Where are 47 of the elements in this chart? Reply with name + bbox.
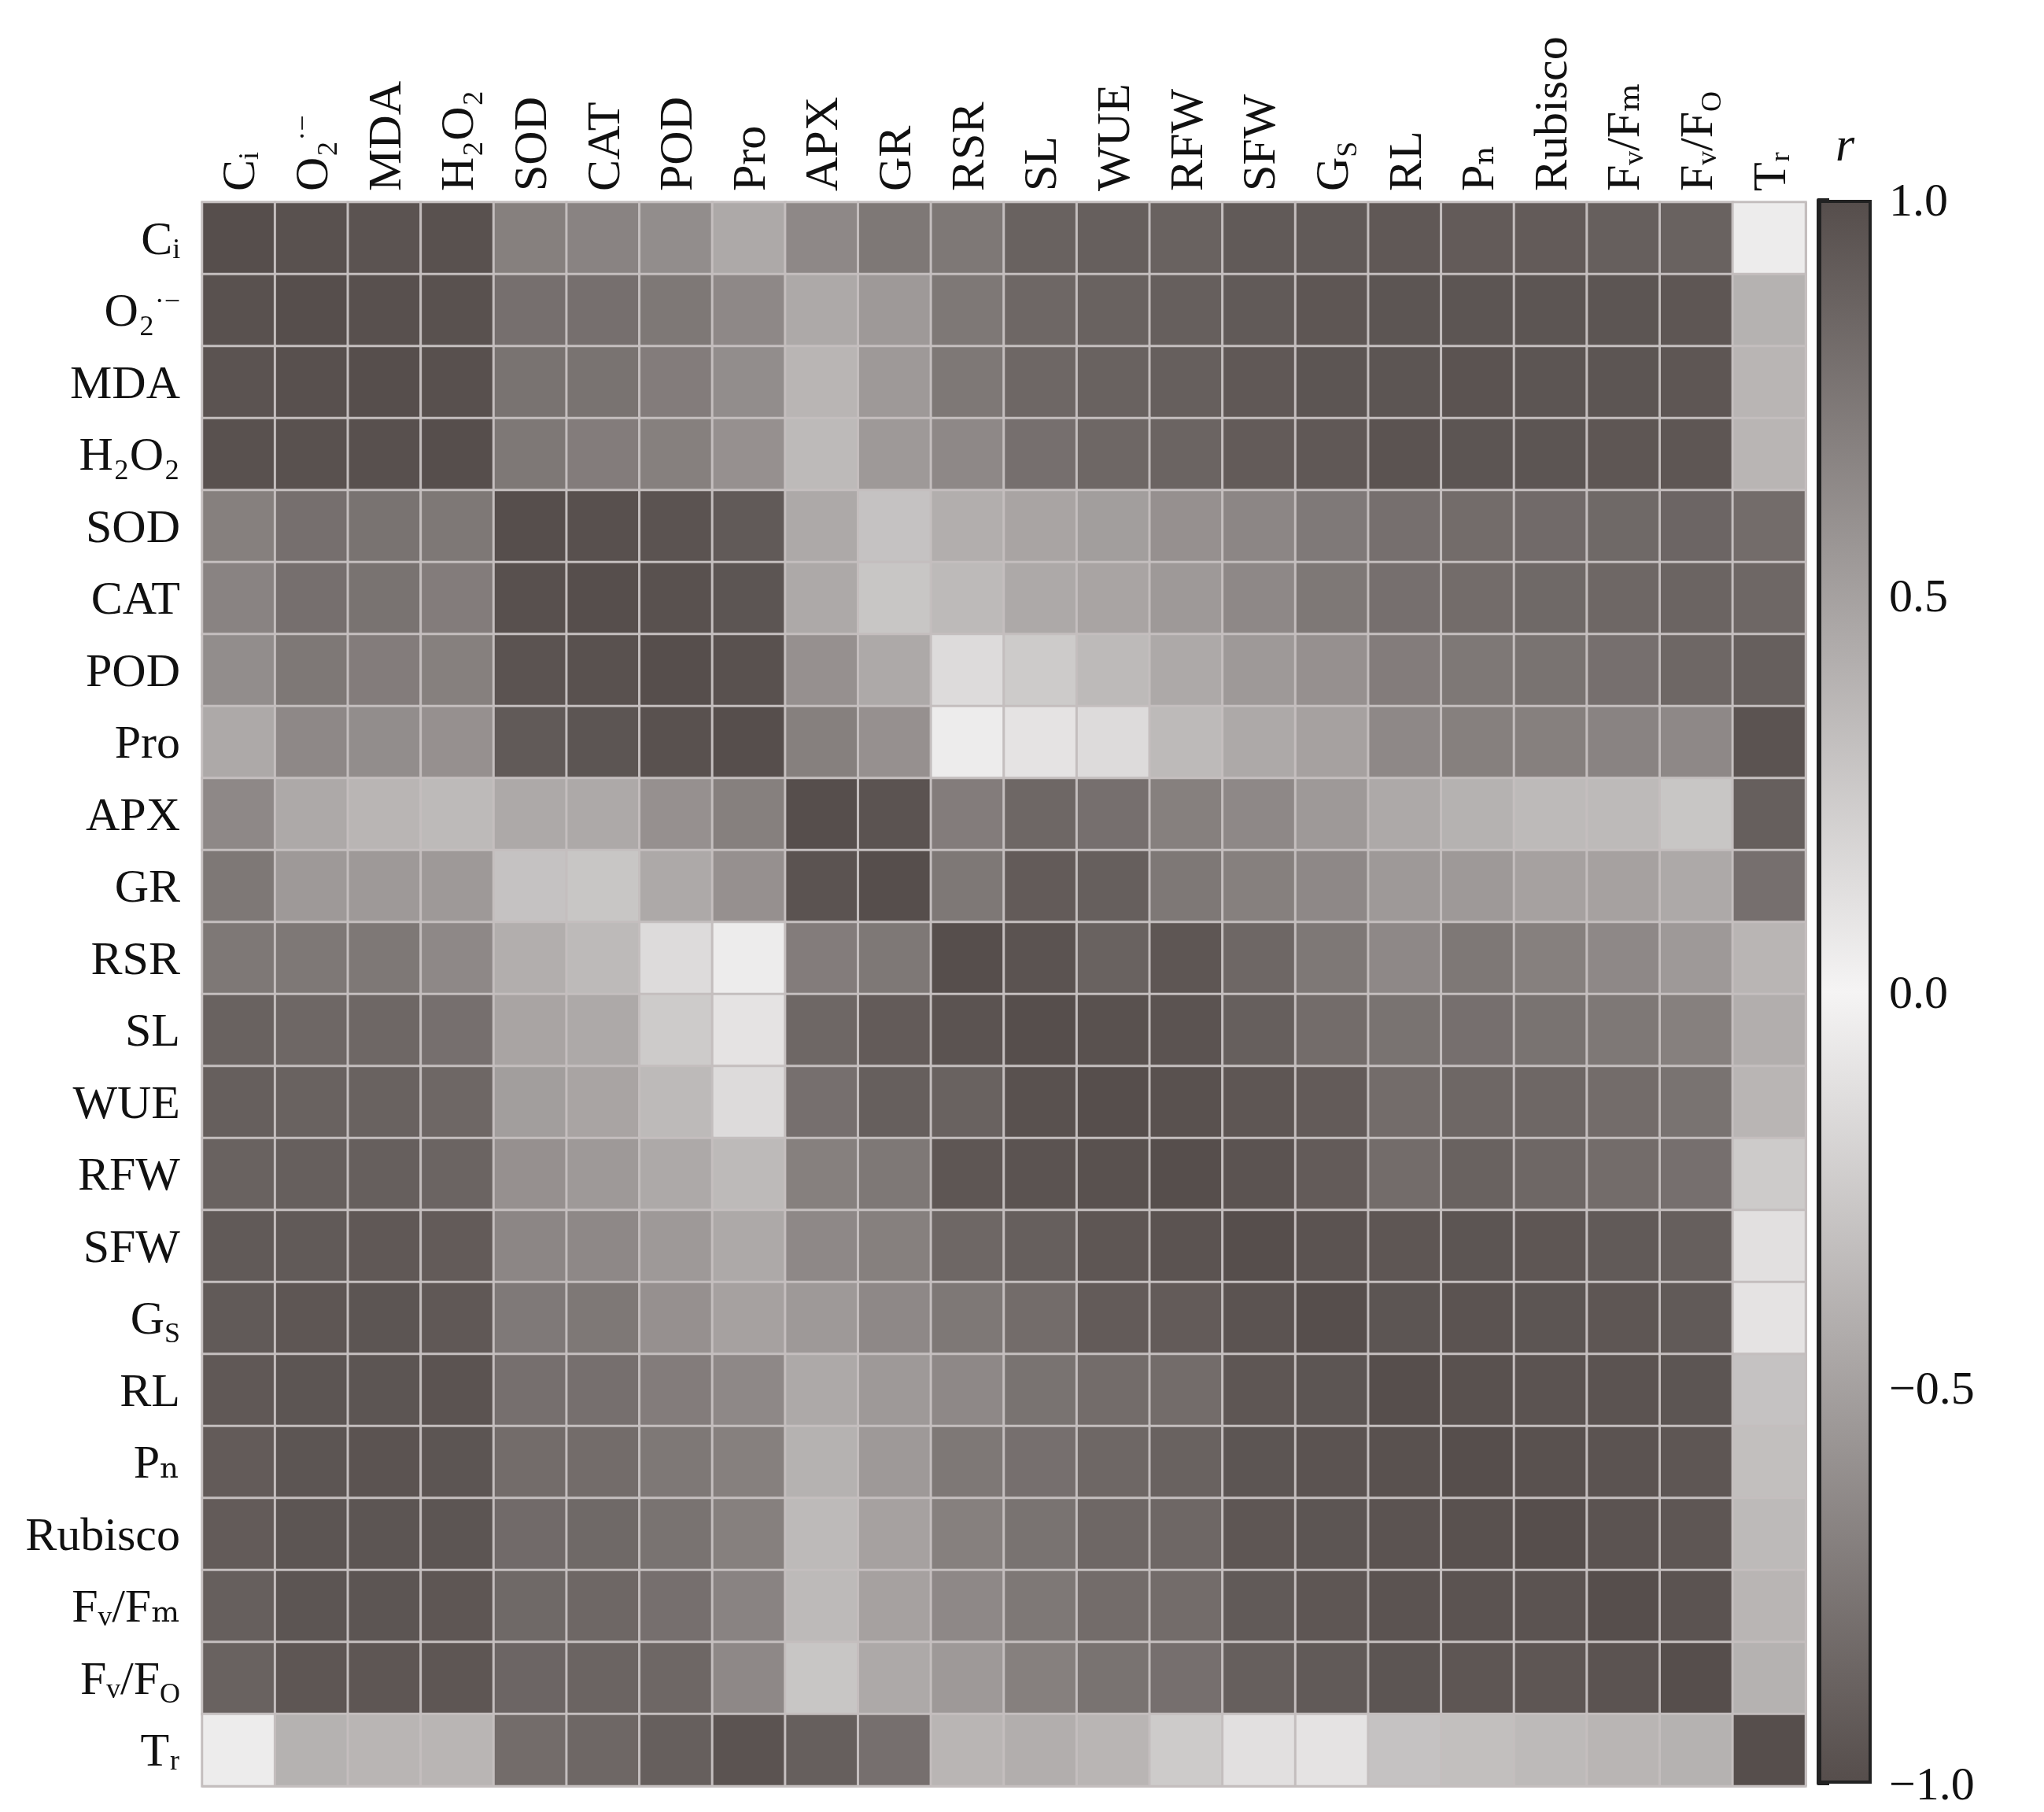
- y-tick-label: O₂$^{·−}$: [104, 284, 180, 337]
- y-tick-label: SFW: [83, 1220, 180, 1272]
- color-bar-label: 0.0: [1889, 965, 1948, 1018]
- x-tick-label: Fᵥ/Fₘ: [1597, 83, 1650, 191]
- color-bar-label: 1.0: [1889, 174, 1948, 226]
- y-tick-label: SOD: [85, 500, 180, 552]
- x-tick-label: RSR: [941, 101, 994, 191]
- y-tick-label: RSR: [90, 932, 180, 984]
- y-tick-label: G$_{S}$: [130, 1292, 180, 1349]
- x-tick-label: RL: [1378, 131, 1431, 191]
- x-tick-label: SL: [1014, 135, 1067, 191]
- color-bar-title: r: [1835, 117, 1855, 171]
- x-tick-label: Tᵣ: [1743, 151, 1795, 191]
- x-tick-label: SFW: [1233, 94, 1286, 191]
- y-tick-label: Cᵢ: [141, 212, 180, 264]
- x-tick-label: MDA: [358, 80, 411, 191]
- y-tick-label: MDA: [69, 356, 180, 408]
- x-tick-label: SOD: [504, 96, 556, 191]
- y-tick-label: Pro: [114, 716, 180, 769]
- y-tick-label: SL: [124, 1004, 180, 1057]
- x-tick-label: GR: [869, 125, 921, 191]
- y-tick-label: Tᵣ: [140, 1724, 180, 1777]
- color-bar-label: −1.0: [1889, 1758, 1975, 1810]
- y-tick-label: APX: [85, 788, 180, 840]
- x-tick-label: APX: [795, 96, 848, 191]
- x-tick-label: Pro: [722, 125, 775, 191]
- y-tick-label: POD: [85, 644, 180, 696]
- y-tick-label: Fᵥ/Fₘ: [72, 1580, 180, 1633]
- y-tick-label: Pₙ: [133, 1436, 180, 1489]
- color-bar-label: −0.5: [1889, 1361, 1975, 1414]
- y-tick-label: RFW: [77, 1148, 180, 1201]
- x-tick-label: H₂O₂: [431, 90, 484, 191]
- x-tick-label: CAT: [577, 101, 629, 191]
- x-tick-label: Rubisco: [1524, 36, 1577, 191]
- y-tick-label: RL: [120, 1364, 180, 1416]
- x-tick-label: RFW: [1160, 88, 1212, 191]
- x-tick-label: WUE: [1087, 83, 1139, 191]
- x-tick-label: POD: [650, 96, 703, 191]
- y-tick-label: CAT: [90, 572, 180, 625]
- y-tick-label: GR: [114, 860, 180, 913]
- x-tick-label: Pₙ: [1452, 144, 1504, 191]
- y-tick-label: H₂O₂: [79, 428, 180, 481]
- color-bar-label: 0.5: [1889, 570, 1948, 622]
- x-tick-label: Cᵢ: [212, 152, 265, 191]
- y-tick-label: Fᵥ/F$_{O}$: [79, 1651, 180, 1709]
- y-tick-label: Rubisco: [25, 1508, 180, 1560]
- y-tick-label: WUE: [72, 1076, 180, 1128]
